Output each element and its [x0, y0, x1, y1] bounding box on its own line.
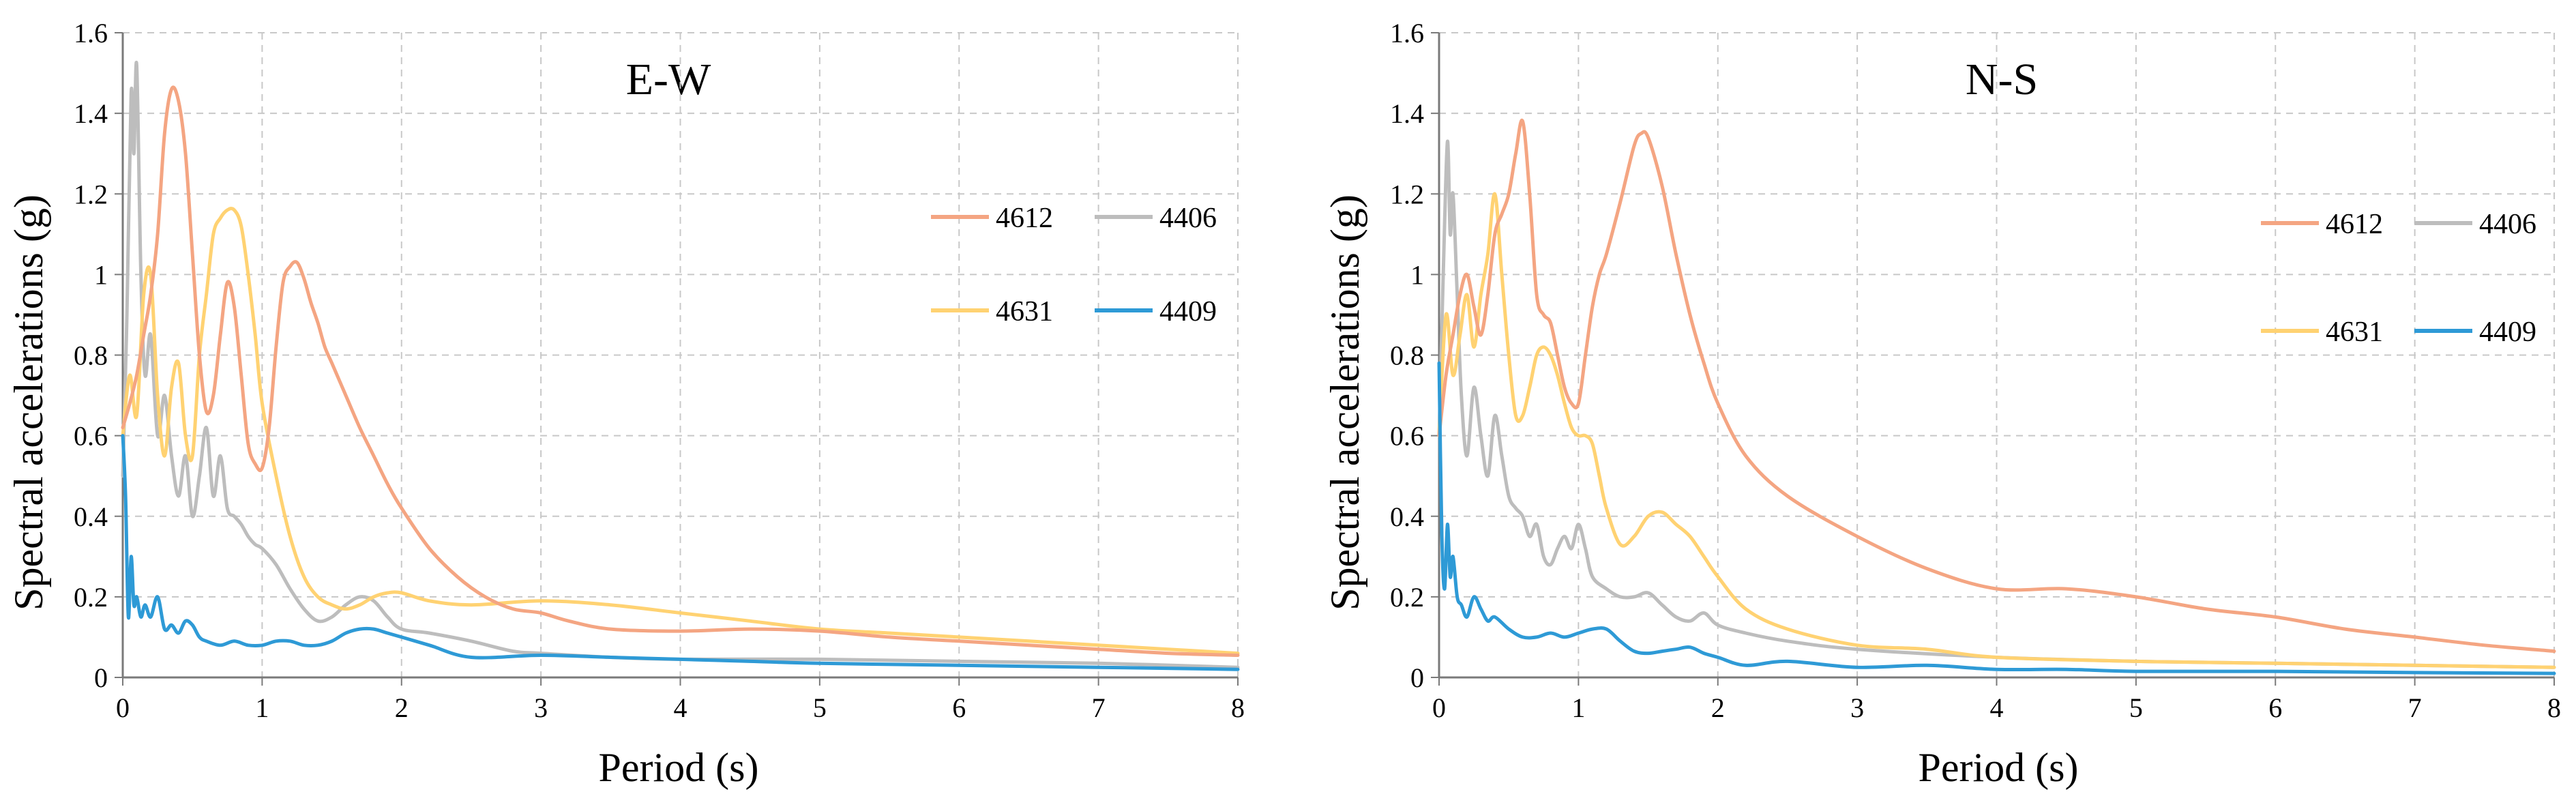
legend-label: 4612	[996, 203, 1053, 234]
x-tick-label: 5	[813, 692, 827, 723]
series-line-4612	[121, 85, 1240, 657]
chart-ns: N-S Spectral accelerations (g) Period (s…	[1322, 18, 2561, 790]
legend-label: 4406	[1159, 203, 1217, 234]
y-tick-label: 0.4	[74, 501, 108, 532]
series-line-4631	[121, 207, 1240, 656]
x-tick-label: 7	[2408, 692, 2422, 723]
x-tick-label: 4	[674, 692, 687, 723]
series-line-4409	[1437, 361, 2556, 675]
legend-label: 4631	[996, 296, 1053, 327]
chart-title: N-S	[1966, 55, 2038, 104]
axes: 0 1 2 3 4 5 6 7 8 0 0.2 0.4 0.6 0.8 1 1.2 1.4 1.6	[74, 18, 1245, 723]
y-axis-label: Spectral accelerations (g)	[6, 194, 51, 611]
y-tick-label: 0.6	[1390, 421, 1424, 452]
legend: 4612 4406 4631 4409	[2261, 209, 2536, 348]
y-tick-label: 0.8	[1390, 340, 1424, 371]
chart-ew: E-W Spectral accelerations (g) Period (s…	[6, 18, 1245, 790]
x-tick-label: 8	[2547, 692, 2561, 723]
y-tick-label: 1	[94, 259, 108, 290]
y-tick-label: 0	[1410, 662, 1424, 693]
grid	[123, 32, 1239, 677]
series-line-4409	[121, 434, 1240, 671]
y-axis-label: Spectral accelerations (g)	[1322, 194, 1367, 611]
y-tick-label: 0.2	[1390, 582, 1424, 613]
legend-label: 4612	[2326, 209, 2383, 240]
legend-label: 4409	[1159, 296, 1217, 327]
y-tick-label: 0	[94, 662, 108, 693]
series-line-4631	[1437, 192, 2556, 669]
x-tick-label: 1	[1571, 692, 1585, 723]
x-tick-label: 0	[1432, 692, 1446, 723]
y-tick-label: 0.4	[1390, 501, 1424, 532]
y-tick-label: 1.4	[1390, 98, 1424, 129]
x-tick-label: 2	[1711, 692, 1725, 723]
x-tick-label: 3	[1850, 692, 1864, 723]
x-axis-label: Period (s)	[599, 745, 759, 790]
x-tick-label: 0	[116, 692, 130, 723]
y-tick-label: 1	[1410, 259, 1424, 290]
axes: 0 1 2 3 4 5 6 7 8 0 0.2 0.4 0.6 0.8 1 1.2 1.4 1.6	[1390, 18, 2561, 723]
grid	[1439, 32, 2555, 677]
y-tick-label: 1.2	[1390, 179, 1424, 209]
x-tick-label: 1	[255, 692, 269, 723]
series-line-4612	[1437, 118, 2556, 654]
y-tick-label: 1.2	[74, 179, 108, 209]
legend-label: 4409	[2479, 317, 2536, 348]
y-tick-label: 0.6	[74, 421, 108, 452]
y-tick-label: 1.6	[74, 18, 108, 48]
x-tick-label: 2	[395, 692, 409, 723]
x-tick-label: 7	[1092, 692, 1106, 723]
y-tick-label: 1.4	[74, 98, 108, 129]
y-tick-label: 0.8	[74, 340, 108, 371]
y-tick-label: 1.6	[1390, 18, 1424, 48]
x-tick-label: 8	[1231, 692, 1245, 723]
x-tick-label: 3	[534, 692, 548, 723]
legend-label: 4406	[2479, 209, 2536, 240]
x-axis-label: Period (s)	[1919, 745, 2079, 790]
series-group	[121, 61, 1240, 671]
x-tick-label: 6	[952, 692, 966, 723]
x-tick-label: 5	[2129, 692, 2143, 723]
y-tick-label: 0.2	[74, 582, 108, 613]
legend-label: 4631	[2326, 317, 2383, 348]
chart-title: E-W	[626, 55, 711, 104]
x-tick-label: 4	[1990, 692, 2004, 723]
series-group	[1437, 118, 2556, 675]
legend: 4612 4406 4631 4409	[931, 203, 1217, 327]
x-tick-label: 6	[2268, 692, 2282, 723]
